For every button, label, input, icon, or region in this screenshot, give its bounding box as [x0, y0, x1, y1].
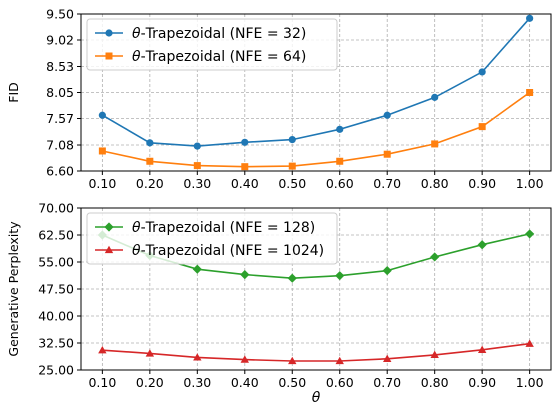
- data-point: [430, 252, 440, 262]
- legend-marker: [105, 29, 113, 37]
- data-point: [145, 349, 155, 357]
- data-point: [526, 14, 534, 22]
- x-tick-label: 0.20: [136, 375, 164, 390]
- data-point: [193, 162, 201, 170]
- legend-marker: [104, 222, 114, 232]
- data-point: [477, 240, 487, 250]
- data-point: [288, 136, 296, 144]
- data-point: [98, 346, 107, 354]
- legend-label: θ-Trapezoidal (NFE = 32): [132, 26, 306, 42]
- y-axis-label: Generative Perplexity: [6, 221, 21, 357]
- data-point: [525, 339, 534, 347]
- x-tick-label: 0.40: [231, 375, 259, 390]
- y-tick-label: 40.00: [38, 309, 74, 324]
- data-point: [240, 355, 249, 363]
- y-tick-label: 47.50: [38, 282, 74, 297]
- x-tick-label: 0.30: [183, 176, 211, 191]
- legend-marker: [104, 245, 114, 254]
- x-tick-label: 0.50: [278, 176, 306, 191]
- data-point: [383, 111, 391, 119]
- x-tick-label: 1.00: [516, 375, 544, 390]
- x-tick-label: 0.40: [231, 176, 259, 191]
- data-point: [335, 356, 344, 365]
- data-point: [192, 264, 202, 274]
- x-tick-label: 1.00: [516, 176, 544, 191]
- legend-label: θ-Trapezoidal (NFE = 1024): [132, 243, 324, 259]
- data-point: [477, 345, 487, 353]
- data-point: [431, 93, 439, 101]
- x-axis-label: θ: [312, 390, 321, 406]
- y-tick-label: 25.00: [38, 363, 74, 378]
- legend-marker: [105, 52, 113, 60]
- y-tick-label: 9.02: [46, 32, 74, 47]
- data-point: [98, 147, 106, 155]
- y-tick-label: 8.05: [46, 85, 74, 100]
- y-tick-label: 6.60: [46, 164, 74, 179]
- data-point: [240, 270, 250, 280]
- data-point: [288, 356, 297, 365]
- x-tick-label: 0.30: [183, 375, 211, 390]
- data-point: [335, 271, 345, 281]
- y-tick-label: 7.08: [46, 138, 74, 153]
- x-tick-label: 0.80: [421, 176, 449, 191]
- legend-label: θ-Trapezoidal (NFE = 128): [132, 220, 315, 236]
- data-point: [146, 157, 154, 165]
- data-point: [478, 68, 486, 76]
- data-point: [336, 125, 344, 133]
- chart-panel-1: 0.10 0.20 0.30 0.40 0.50 0.60 0.70 0.80 0.90 1.00…: [6, 7, 552, 191]
- y-tick-label: 55.00: [38, 255, 74, 270]
- legend-box: [86, 212, 338, 265]
- legend: θ-Trapezoidal (NFE = 32) θ-Trapezoidal (N…: [86, 18, 338, 71]
- data-point: [525, 229, 535, 239]
- y-tick-label: 7.57: [46, 111, 74, 126]
- data-point: [478, 123, 486, 131]
- x-tick-label: 0.80: [421, 375, 449, 390]
- data-point: [382, 266, 392, 276]
- x-tick-label: 0.70: [373, 176, 401, 191]
- y-tick-label: 70.00: [38, 201, 74, 216]
- x-tick-label: 0.50: [278, 375, 306, 390]
- legend-box: [86, 18, 338, 71]
- x-tick-label: 0.60: [326, 176, 354, 191]
- y-tick-label: 62.50: [38, 228, 74, 243]
- x-tick-label: 0.10: [88, 375, 116, 390]
- x-tick-label: 0.70: [373, 375, 401, 390]
- data-point: [430, 350, 439, 359]
- y-axis-label: FID: [6, 82, 21, 103]
- data-point: [288, 162, 296, 170]
- legend-label: θ-Trapezoidal (NFE = 64): [132, 49, 306, 65]
- data-point: [193, 353, 202, 361]
- data-point: [98, 111, 106, 119]
- data-point: [383, 354, 392, 362]
- data-point: [336, 157, 344, 165]
- x-tick-label: 0.60: [326, 375, 354, 390]
- data-point: [526, 89, 534, 96]
- chart-panel-2: 0.10 0.20 0.30 0.40 0.50 0.60 0.70 0.80 0.90 1.00…: [6, 201, 552, 406]
- data-point: [241, 163, 249, 171]
- x-tick-label: 0.10: [88, 176, 116, 191]
- x-tick-label: 0.90: [468, 176, 496, 191]
- y-tick-label: 32.50: [38, 336, 74, 351]
- series-line-2: [102, 342, 530, 362]
- data-point: [383, 150, 391, 158]
- data-point: [431, 140, 439, 148]
- y-tick-label: 9.50: [46, 7, 74, 22]
- series-line-2: [102, 91, 531, 168]
- data-point: [241, 138, 249, 146]
- y-tick-label: 8.53: [46, 59, 74, 74]
- x-tick-label: 0.20: [136, 176, 164, 191]
- x-tick-label: 0.90: [468, 375, 496, 390]
- series-line-1: [101, 17, 531, 147]
- data-point: [193, 142, 201, 150]
- data-point: [287, 273, 297, 283]
- legend: θ-Trapezoidal (NFE = 128) θ-Trapezoidal (…: [86, 212, 338, 265]
- data-point: [146, 139, 154, 147]
